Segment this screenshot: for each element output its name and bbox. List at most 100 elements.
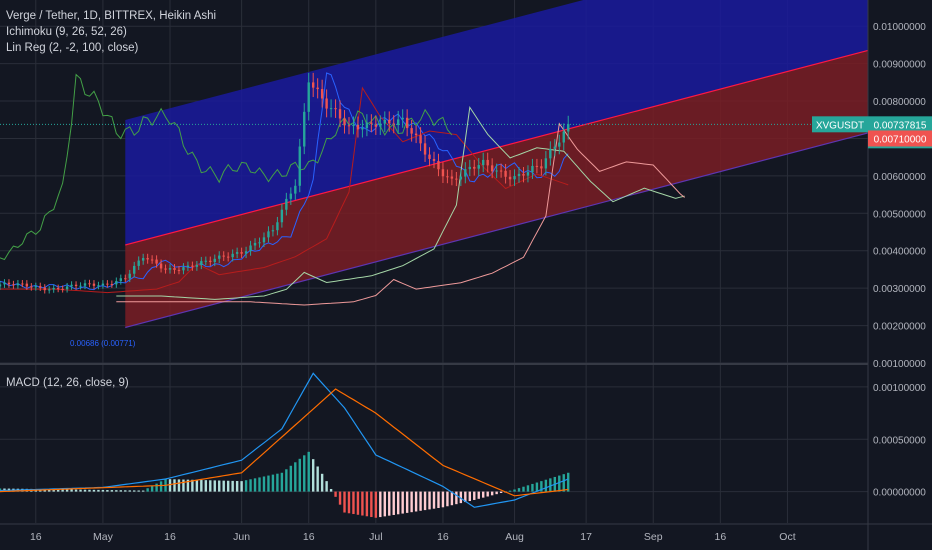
candle: [388, 111, 391, 132]
macd-bar: [88, 489, 91, 492]
macd-bar: [401, 491, 404, 514]
candle-body: [74, 284, 78, 287]
candle-body: [562, 131, 565, 143]
candle: [146, 253, 149, 264]
candle: [128, 269, 131, 283]
candle: [83, 279, 87, 290]
macd-bar: [325, 481, 328, 492]
time-tick-label: May: [93, 531, 114, 543]
candle-body: [464, 169, 467, 177]
macd-bar: [410, 491, 413, 513]
candle-body: [159, 263, 163, 269]
candle-body: [540, 166, 543, 169]
lower-band: [125, 50, 869, 328]
candle: [289, 187, 293, 205]
linreg-legend[interactable]: Lin Reg (2, -2, 100, close): [6, 42, 139, 54]
candle: [311, 72, 315, 98]
candle: [558, 134, 561, 155]
macd-bar: [209, 480, 212, 492]
candle: [262, 232, 266, 248]
candle-body: [34, 286, 37, 288]
candle-body: [495, 170, 498, 172]
ichimoku-legend[interactable]: Ichimoku (9, 26, 52, 26): [6, 26, 127, 38]
macd-bar: [262, 476, 266, 492]
macd-bar: [235, 481, 239, 492]
candle-body: [441, 169, 445, 177]
candle: [446, 169, 449, 184]
candle: [7, 279, 11, 288]
symbol-legend[interactable]: Verge / Tether, 1D, BITTREX, Heikin Ashi: [6, 10, 217, 22]
candle: [450, 169, 454, 186]
candle: [97, 281, 100, 290]
candle-body: [320, 89, 324, 99]
candle: [352, 116, 355, 135]
macd-legend[interactable]: MACD (12, 26, close, 9): [6, 377, 129, 389]
time-tick-label: Sep: [644, 531, 663, 543]
macd-bar: [477, 491, 480, 499]
macd-bar: [124, 490, 127, 492]
macd-bar: [468, 491, 471, 502]
macd-bar: [356, 491, 360, 515]
candle: [155, 255, 158, 268]
macd-bar: [244, 480, 248, 492]
macd-bar: [280, 472, 284, 492]
candle-body: [133, 265, 136, 274]
macd-bar: [343, 491, 346, 513]
macd-bar: [370, 491, 373, 518]
candle-body: [262, 237, 266, 243]
macd-bar: [186, 479, 190, 492]
macd-pane: [0, 363, 868, 518]
candle-body: [276, 222, 279, 231]
macd-bar: [535, 482, 539, 492]
time-tick-label: 17: [580, 531, 592, 543]
candle: [164, 264, 167, 274]
candle: [365, 114, 369, 137]
candle-body: [522, 173, 525, 176]
macd-bar: [61, 489, 64, 492]
macd-bar: [222, 480, 225, 492]
candle: [182, 263, 185, 275]
candle: [410, 119, 413, 142]
macd-bar: [347, 491, 351, 514]
candle-body: [334, 108, 337, 110]
macd-bar: [414, 491, 418, 512]
macd-bar: [437, 491, 440, 508]
candle-body: [222, 255, 225, 257]
candle-body: [531, 165, 534, 173]
candle-body: [3, 282, 6, 285]
candle-body: [209, 260, 212, 262]
price-tick-label: 0.01000000: [873, 22, 926, 33]
candle-body: [347, 125, 351, 127]
macd-bar: [379, 491, 382, 518]
macd-bar: [307, 451, 310, 492]
candle: [531, 158, 534, 179]
macd-bar: [361, 491, 364, 516]
candle-body: [92, 283, 96, 286]
red-price-label-bg: [868, 130, 932, 147]
signal-line: [0, 388, 569, 497]
candle-body: [56, 288, 60, 290]
macd-bar: [329, 488, 333, 492]
candle-body: [253, 242, 257, 246]
macd-bar: [159, 481, 163, 492]
macd-bar: [540, 481, 543, 492]
candle-body: [311, 82, 315, 88]
last-price-label-bg: [868, 116, 932, 133]
macd-bar: [133, 490, 136, 492]
candle-body: [101, 283, 105, 286]
candle-body: [244, 251, 248, 254]
candle: [258, 237, 261, 248]
macd-bar: [499, 491, 503, 493]
macd-bar: [200, 480, 203, 492]
candle: [177, 266, 181, 275]
candle-body: [517, 173, 521, 177]
candle: [343, 110, 346, 134]
macd-bar: [486, 491, 489, 497]
macd-bar: [450, 491, 454, 506]
candle-body: [128, 273, 131, 279]
candle-body: [258, 242, 261, 244]
candle: [508, 170, 512, 186]
